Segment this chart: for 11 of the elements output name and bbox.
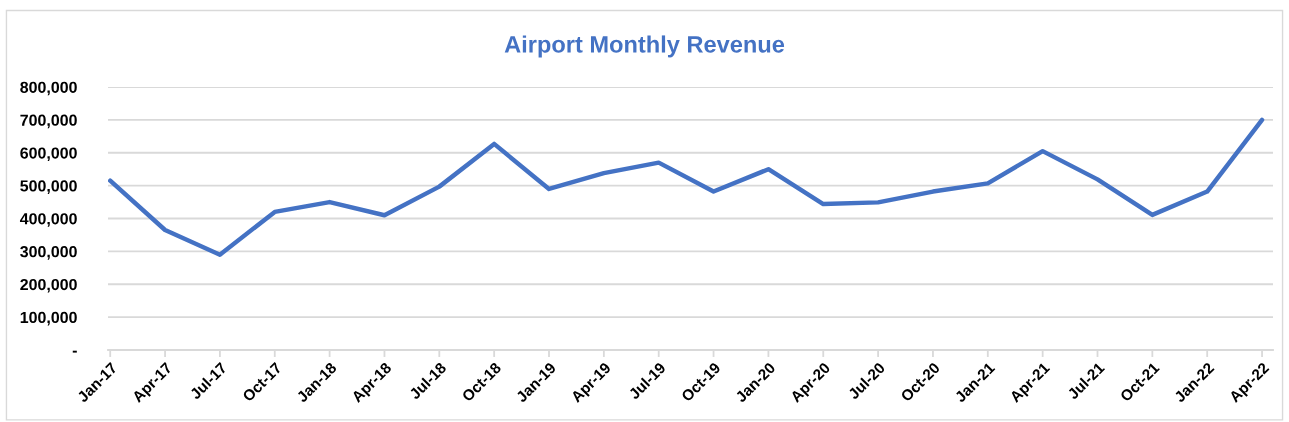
y-tick-label: 700,000 xyxy=(20,114,77,129)
y-tick-label: 400,000 xyxy=(19,213,77,227)
y-tick-label: 600,000 xyxy=(20,147,77,162)
y-tick-label: - xyxy=(72,350,77,353)
y-tick-label: 500,000 xyxy=(20,180,77,194)
line-series xyxy=(108,117,1265,257)
chart-title: Airport Monthly Revenue xyxy=(504,35,785,58)
y-tick-label: 800,000 xyxy=(20,81,77,96)
y-tick-label: 100,000 xyxy=(20,311,77,326)
y-tick-label: 300,000 xyxy=(20,246,77,260)
y-tick-label: 200,000 xyxy=(20,278,77,293)
